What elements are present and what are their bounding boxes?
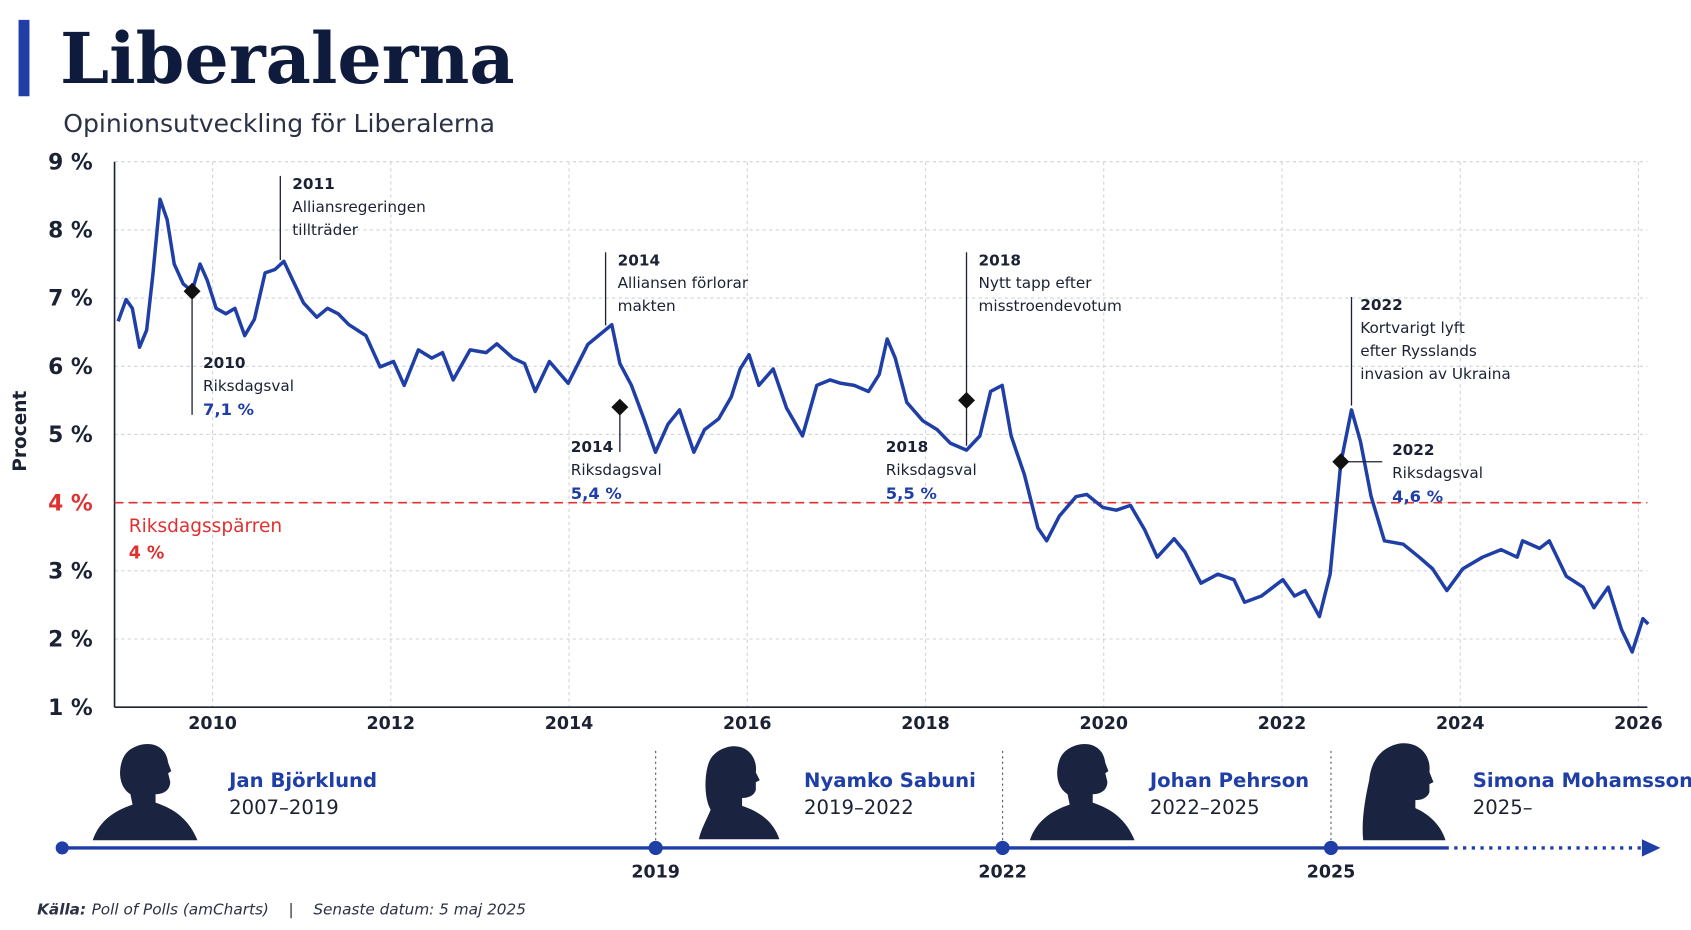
y-tick-label: 1 % — [48, 696, 93, 721]
election-year: 2014 — [571, 438, 614, 456]
x-tick-label: 2014 — [545, 714, 594, 734]
event-text: invasion av Ukraina — [1360, 365, 1511, 383]
y-axis-label: Procent — [10, 391, 31, 472]
election-marker — [611, 398, 629, 416]
event-text: Kortvarigt lyft — [1360, 319, 1465, 337]
x-tick-label: 2016 — [723, 714, 772, 734]
y-tick-label: 7 % — [48, 287, 93, 312]
portrait — [698, 746, 780, 840]
leader-years: 2025– — [1473, 796, 1533, 819]
event-year: 2018 — [979, 251, 1022, 269]
event-text: tillträder — [292, 221, 358, 239]
leader-years: 2007–2019 — [229, 796, 339, 819]
portrait — [92, 744, 198, 841]
election-value: 5,4 % — [571, 484, 622, 503]
election-marker — [1332, 453, 1350, 471]
election-year: 2022 — [1392, 441, 1434, 459]
footer-source_label: Källa: — [37, 900, 86, 918]
election-label: Riksdagsval — [1392, 464, 1483, 482]
event-text: efter Rysslands — [1360, 342, 1477, 360]
election-label: Riksdagsval — [571, 461, 662, 479]
leader-name: Nyamko Sabuni — [804, 769, 976, 792]
election-value: 5,5 % — [886, 484, 937, 503]
event-year: 2011 — [292, 175, 335, 193]
leader-name: Jan Björklund — [227, 769, 377, 792]
election-marker — [958, 391, 975, 409]
timeline-start — [55, 841, 69, 855]
event-year: 2014 — [618, 251, 661, 269]
leader-years: 2022–2025 — [1150, 796, 1260, 819]
election-label: Riksdagsval — [203, 377, 294, 395]
threshold-value: 4 % — [129, 543, 165, 563]
portrait — [1029, 744, 1135, 841]
election-year: 2018 — [886, 438, 929, 456]
event-text: Alliansregeringen — [292, 198, 426, 216]
election-label: Riksdagsval — [886, 461, 977, 479]
footer-date: Senaste datum: 5 maj 2025 — [313, 900, 526, 918]
timeline-tick-label: 2022 — [978, 862, 1027, 882]
timeline-arrow — [1641, 839, 1661, 857]
event-text: misstroendevotum — [979, 297, 1122, 315]
timeline-tick — [1323, 840, 1339, 856]
y-tick-label: 4 % — [48, 491, 93, 516]
footer: Källa: Poll of Polls (amCharts) | Senaste d… — [37, 900, 526, 918]
subtitle: Opinionsutveckling för Liberalerna — [63, 109, 495, 138]
event-text: makten — [618, 297, 676, 315]
title-bar — [18, 19, 30, 97]
y-tick-label: 5 % — [48, 423, 93, 448]
leader-name: Simona Mohamsson — [1473, 769, 1691, 792]
portrait — [1362, 743, 1446, 841]
election-year: 2010 — [203, 354, 246, 372]
event-text: Nytt tapp efter — [979, 274, 1093, 292]
x-tick-label: 2012 — [367, 714, 416, 734]
event-year: 2022 — [1360, 296, 1402, 314]
x-tick-label: 2010 — [188, 714, 237, 734]
event-text: Alliansen förlorar — [618, 274, 749, 292]
x-tick-label: 2018 — [901, 714, 950, 734]
y-tick-label: 8 % — [48, 219, 93, 244]
y-tick-label: 3 % — [48, 559, 93, 584]
leader-name: Johan Pehrson — [1148, 769, 1309, 792]
timeline-tick-label: 2025 — [1307, 862, 1356, 882]
election-value: 7,1 % — [203, 400, 254, 419]
footer-separator: | — [289, 900, 294, 918]
x-tick-label: 2022 — [1258, 714, 1307, 734]
x-tick-label: 2026 — [1614, 714, 1663, 734]
timeline-tick — [648, 840, 663, 856]
timeline-tick-label: 2019 — [631, 862, 680, 882]
y-tick-label: 6 % — [48, 355, 93, 380]
title: Liberalerna — [60, 18, 515, 100]
y-tick-label: 2 % — [48, 628, 93, 653]
timeline-tick — [995, 840, 1010, 856]
leader-years: 2019–2022 — [804, 796, 914, 819]
threshold-label: Riksdagsspärren — [129, 516, 282, 537]
footer-source: Poll of Polls (amCharts) — [92, 900, 269, 918]
x-tick-label: 2020 — [1079, 714, 1128, 734]
x-tick-label: 2024 — [1436, 714, 1485, 734]
data-line — [116, 197, 1650, 654]
election-value: 4,6 % — [1392, 487, 1443, 506]
y-tick-label: 9 % — [48, 150, 93, 175]
